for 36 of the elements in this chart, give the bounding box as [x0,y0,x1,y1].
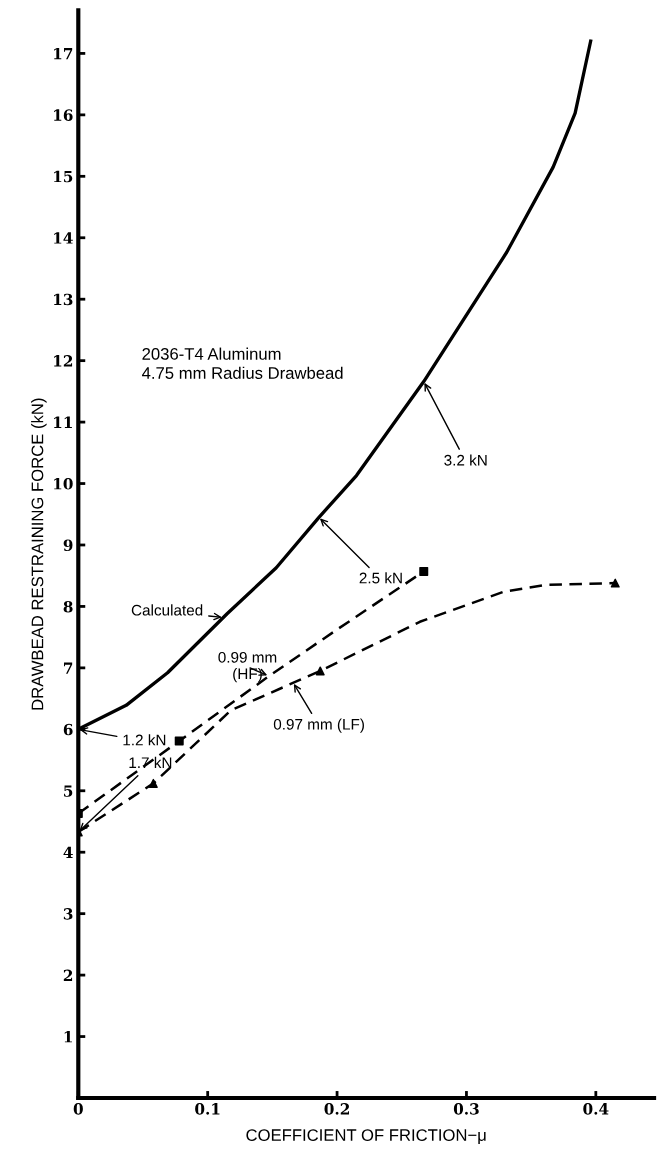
point [610,578,620,588]
annotation: 1.2 kN [123,734,166,746]
annotation: 3.2 kN [444,454,487,466]
point [315,666,325,676]
x-tick-label: 0.2 [324,1103,349,1115]
y-tick-label: 9 [63,539,73,552]
y-tick-label: 11 [54,416,72,428]
annotation: 0.99 mm (HF) [218,651,277,683]
x-tick-label: 0.1 [195,1103,220,1115]
point [148,778,158,788]
y-tick-label: 16 [54,109,73,121]
y-tick-label: 5 [64,785,73,797]
annotation: 2.5 kN [359,572,402,584]
x-axis-title: COEFFICIENT OF FRICTION−μ [246,1129,486,1145]
annotation: 0.97 mm (LF) [273,718,364,733]
annotation: Calculated [131,604,203,616]
y-tick-label: 17 [54,47,73,60]
y-tick-label: 12 [54,355,73,367]
y-tick-label: 6 [63,723,73,736]
annotation: 2036-T4 Aluminum 4.75 mm Radius Drawbead [142,347,343,379]
y-axis-title: DRAWBEAD RESTRAINING FORCE (kN) [31,398,47,710]
y-tick-label: 13 [54,293,73,306]
y-tick-label: 7 [64,662,73,674]
y-tick-label: 3 [63,908,73,920]
y-tick-label: 8 [63,600,73,613]
x-tick-label: 0 [73,1103,83,1115]
point [419,566,429,576]
y-tick-label: 2 [63,969,73,981]
x-tick-label: 0.3 [453,1103,479,1115]
y-tick-label: 15 [54,170,73,183]
x-tick-label: 0.4 [583,1103,609,1115]
point [174,736,184,746]
y-tick-label: 4 [63,846,73,859]
y-tick-label: 10 [54,478,73,490]
y-tick-label: 14 [54,232,73,244]
y-tick-label: 1 [64,1031,72,1043]
